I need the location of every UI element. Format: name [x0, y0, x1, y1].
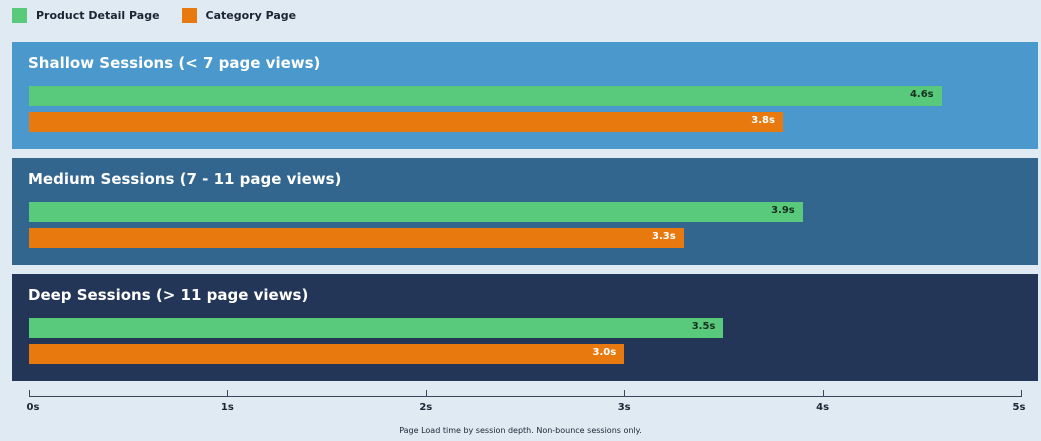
legend: Product Detail Page Category Page	[12, 7, 318, 23]
group-title-shallow: Shallow Sessions (< 7 page views)	[28, 54, 321, 72]
legend-item-category[interactable]: Category Page	[181, 7, 297, 23]
bar-value-label: 3.8s	[751, 115, 775, 126]
bar-value-label: 3.3s	[652, 231, 676, 242]
legend-swatch-category	[181, 7, 197, 23]
bar-shallow-category[interactable]: 3.8s	[29, 112, 783, 132]
x-tick	[822, 390, 824, 397]
x-tick	[425, 390, 427, 397]
legend-item-product-detail[interactable]: Product Detail Page	[12, 7, 160, 23]
x-tick	[29, 390, 30, 397]
x-tick	[227, 390, 229, 397]
bar-value-label: 3.0s	[592, 347, 617, 358]
x-tick-label: 2s	[419, 402, 433, 413]
bar-value-label: 3.5s	[691, 321, 716, 332]
bar-medium-product-detail[interactable]: 3.9s	[29, 202, 803, 222]
x-tick-label: 4s	[816, 402, 830, 413]
x-tick-label: 3s	[617, 402, 631, 413]
legend-swatch-product-detail	[12, 7, 27, 23]
x-tick-label: 1s	[220, 402, 234, 413]
bar-deep-category[interactable]: 3.0s	[29, 344, 625, 364]
group-title-deep: Deep Sessions (> 11 page views)	[28, 286, 309, 304]
x-tick-label: 5s	[1012, 402, 1026, 413]
x-tick-label: 0s	[26, 402, 40, 413]
group-deep-sessions: Deep Sessions (> 11 page views) 3.5s 3.0s	[12, 274, 1038, 381]
x-tick	[1021, 390, 1022, 397]
chart-caption: Page Load time by session depth. Non-bou…	[399, 426, 642, 435]
legend-label-product-detail: Product Detail Page	[36, 8, 160, 22]
bar-medium-category[interactable]: 3.3s	[29, 228, 684, 248]
bar-deep-product-detail[interactable]: 3.5s	[29, 318, 724, 338]
legend-label-category: Category Page	[205, 8, 297, 22]
group-title-medium: Medium Sessions (7 - 11 page views)	[28, 170, 342, 188]
x-axis: 0s 1s 2s 3s 4s 5s	[0, 388, 1041, 428]
group-shallow-sessions: Shallow Sessions (< 7 page views) 4.6s 3.…	[12, 42, 1038, 149]
x-axis-line	[29, 396, 1021, 397]
bar-value-label: 4.6s	[909, 89, 934, 100]
bar-shallow-product-detail[interactable]: 4.6s	[29, 86, 942, 106]
bar-value-label: 3.9s	[771, 205, 795, 216]
group-medium-sessions: Medium Sessions (7 - 11 page views) 3.9s…	[12, 158, 1038, 265]
x-tick	[624, 390, 626, 397]
